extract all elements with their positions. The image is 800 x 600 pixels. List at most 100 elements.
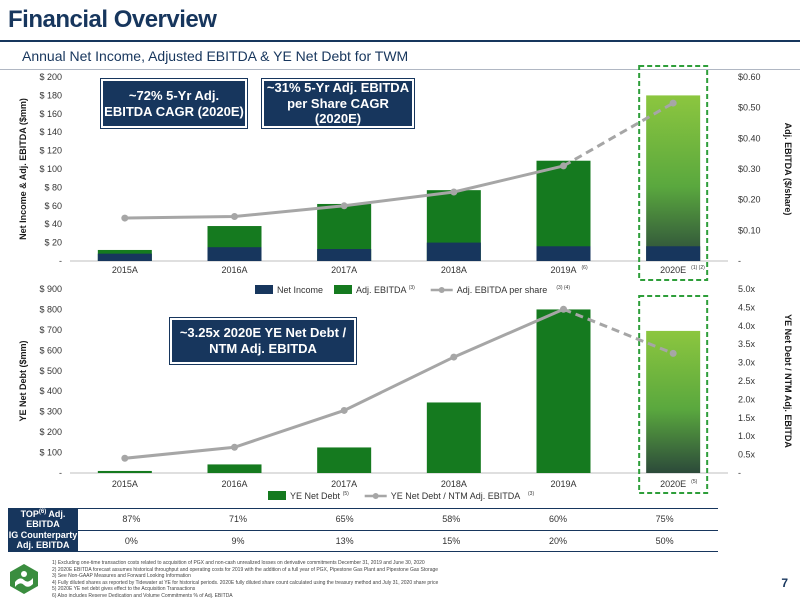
y2-tick-label: 2.5x [738, 376, 756, 386]
page-subtitle: Annual Net Income, Adjusted EBITDA & YE … [22, 48, 409, 64]
y-tick-label: $ 60 [44, 201, 62, 211]
table-cell: 15% [397, 529, 505, 552]
y2-tick-label: - [738, 468, 741, 478]
y-tick-label: $ 100 [39, 164, 62, 174]
y-tick-label: $ 160 [39, 109, 62, 119]
line-point [450, 188, 458, 196]
y-tick-label: $ 400 [39, 386, 62, 396]
table-cell: 0% [78, 529, 185, 552]
line-point [450, 353, 458, 361]
category-superscript: (6) [582, 265, 588, 271]
legend-swatch [255, 285, 273, 294]
y-tick-label: $ 200 [39, 72, 62, 82]
projected-line-segment [562, 307, 674, 355]
y-tick-label: $ 40 [44, 219, 62, 229]
projected-year-highlight [638, 295, 709, 494]
y2-tick-label: $0.50 [738, 103, 761, 113]
line-point [560, 162, 567, 170]
y-tick-label: $ 300 [39, 407, 62, 417]
y-tick-label: $ 200 [39, 427, 62, 437]
row-header-ig: IG Counterparty Adj. EBITDA [8, 529, 78, 552]
category-label: 2020E [660, 265, 686, 275]
line-point [121, 214, 129, 222]
y-tick-label: $ 20 [44, 238, 62, 248]
y-tick-label: $ 120 [39, 146, 62, 156]
footnote: 1) Excluding one-time transaction costs … [52, 560, 425, 566]
y-tick-label: $ 900 [39, 284, 62, 294]
table-cell: 20% [504, 529, 612, 552]
adj-ebitda-bar [646, 95, 701, 262]
projected-line-segment [562, 101, 674, 168]
legend-swatch [334, 285, 352, 294]
legend-swatch [268, 491, 286, 500]
y-tick-label: $ 80 [44, 182, 62, 192]
footnote: 5) 2020E YE net debt gives effect to the… [52, 586, 196, 592]
category-label: 2016A [221, 265, 247, 275]
y2-axis-title: YE Net Debt / NTM Adj. EBITDA [783, 314, 793, 448]
category-label: 2020E [660, 479, 686, 489]
legend-marker [438, 287, 445, 293]
y2-tick-label: $0.20 [738, 195, 761, 205]
net-income-bar [317, 249, 372, 261]
table-cell: 58% [397, 508, 505, 531]
y2-tick-label: 4.5x [738, 302, 756, 312]
line-point [340, 202, 348, 210]
legend-label: YE Net Debt / NTM Adj. EBITDA [391, 491, 521, 501]
category-label: 2019A [550, 479, 576, 489]
projected-year-highlight [638, 65, 709, 281]
legend-label: Adj. EBITDA per share [457, 285, 548, 295]
footnote: 6) Also includes Reserve Dedication and … [52, 592, 233, 599]
category-label: 2015A [112, 479, 138, 489]
net-debt-bar [536, 309, 591, 473]
legend-superscript: (3) (4) [556, 285, 570, 291]
y2-tick-label: 2.0x [738, 394, 756, 404]
line-point [231, 213, 238, 221]
footnote: 3) See Non-GAAP Measures and Forward Loo… [52, 573, 191, 579]
adj-ebitda-bar [536, 160, 591, 261]
category-label: 2015A [112, 265, 138, 275]
table-row: TOP(6) Adj. EBITDA 87% 71% 65% 58% 60% 7… [8, 508, 718, 531]
legend-label: Adj. EBITDA [356, 285, 407, 295]
legend-superscript: (3) [409, 285, 415, 291]
y-tick-label: $ 800 [39, 304, 62, 314]
y-tick-label: - [59, 256, 62, 266]
y2-tick-label: 0.5x [738, 450, 756, 460]
y-axis-title: Net Income & Adj. EBITDA ($mm) [18, 98, 28, 240]
y-axis-title: YE Net Debt ($mm) [18, 340, 28, 421]
category-label: 2019A [550, 265, 576, 275]
net-income-bar [426, 242, 481, 261]
y2-tick-label: - [738, 256, 741, 266]
category-label: 2017A [331, 479, 357, 489]
financial-charts: - $ 20 $ 40 $ 60 $ 80 $ 100 $ 120 $ 140 $ 160 $ 1… [18, 65, 793, 501]
line-point [560, 305, 567, 313]
net-debt-bar [317, 447, 372, 473]
y-tick-label: $ 180 [39, 90, 62, 100]
row-header-top: TOP(6) Adj. EBITDA [8, 508, 78, 531]
category-label: 2017A [331, 265, 357, 275]
footnotes: 1) Excluding one-time transaction costs … [52, 560, 672, 599]
y-tick-label: $ 140 [39, 127, 62, 137]
footnote: 4) Fully diluted shares as reported by T… [52, 579, 439, 586]
y-tick-label: $ 600 [39, 345, 62, 355]
category-superscript: (1) (2) [691, 265, 705, 271]
y2-tick-label: 1.0x [738, 431, 756, 441]
table-cell: 60% [504, 508, 612, 531]
net-income-bar [536, 246, 591, 261]
legend-label: YE Net Debt [290, 491, 341, 501]
y2-tick-label: $0.60 [738, 72, 761, 82]
legend-marker [372, 493, 379, 499]
y2-tick-label: 5.0x [738, 284, 756, 294]
net-income-bar [207, 247, 262, 261]
title-divider [0, 40, 800, 42]
category-label: 2018A [441, 479, 467, 489]
table-cell: 13% [291, 529, 398, 552]
table-cell: 65% [291, 508, 398, 531]
table-cell: 9% [184, 529, 292, 552]
y-tick-label: - [59, 468, 62, 478]
subtitle-divider [0, 69, 800, 70]
net-income-bar [646, 246, 701, 261]
footnote: 2) 2020E EBITDA forecast assumes histori… [52, 566, 439, 573]
y2-tick-label: $0.10 [738, 225, 761, 235]
category-superscript: (5) [691, 479, 697, 485]
table-row: IG Counterparty Adj. EBITDA 0% 9% 13% 15%… [8, 529, 718, 552]
